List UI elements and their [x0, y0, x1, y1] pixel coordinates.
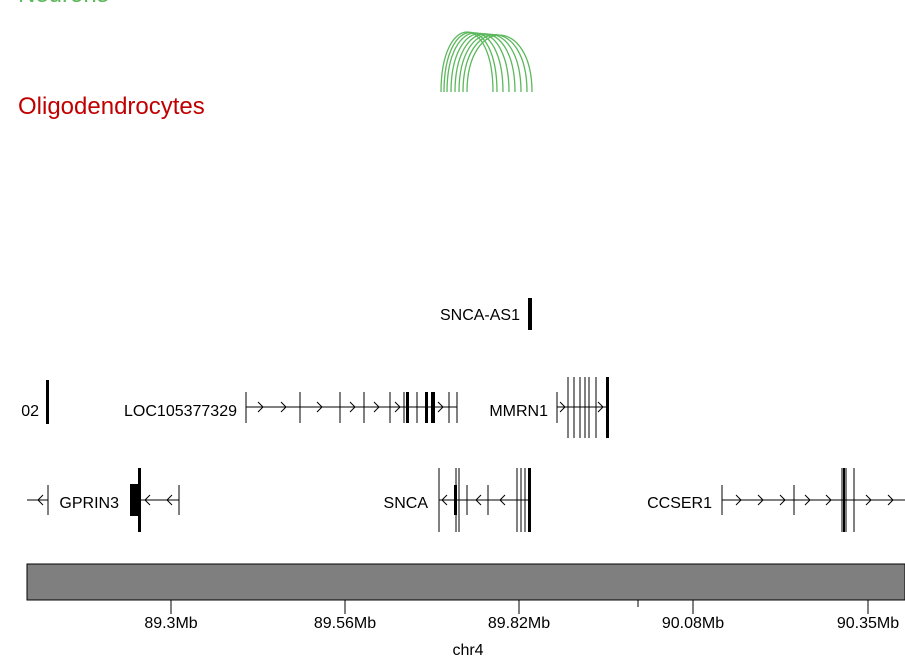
- loop-arc: [466, 34, 533, 93]
- exon-block: [843, 468, 845, 532]
- gene-model-clipped: [46, 380, 49, 424]
- gene-model-mmrn1: [556, 377, 609, 438]
- chromosome-ideogram: [26, 563, 905, 601]
- exon-block: [406, 392, 409, 423]
- loop-arc: [458, 33, 522, 93]
- neuron-loop-arcs: [440, 31, 533, 93]
- gene-model-gprin3: [131, 485, 180, 515]
- oligodendrocytes-track-label: Oligodendrocytes: [18, 93, 205, 120]
- gene-model-loc105377329: [245, 392, 458, 423]
- gene-model-left-clipped: [27, 485, 49, 515]
- gene-label-snca: SNCA: [384, 495, 429, 512]
- axis-tick-label: 90.35Mb: [837, 615, 899, 632]
- exon-block: [425, 392, 428, 423]
- exon-block: [454, 485, 457, 515]
- axis-tick-label: 90.08Mb: [662, 615, 724, 632]
- neurons-track-label: Neurons: [18, 0, 109, 8]
- gene-model-snca: [438, 468, 530, 532]
- gene-label-mmrn1: MMRN1: [489, 403, 548, 420]
- exon-block: [138, 468, 141, 532]
- axis-tick-label: 89.3Mb: [144, 615, 197, 632]
- gene-model-snca-as1: [528, 298, 532, 330]
- chromosome-label: chr4: [452, 642, 483, 659]
- loop-arc: [443, 32, 498, 93]
- exon-block: [606, 377, 609, 438]
- axis-ticks: [170, 600, 869, 614]
- gene-label-loc105377329: LOC105377329: [124, 403, 237, 420]
- gene-label-gprin3: GPRIN3: [59, 495, 119, 512]
- loop-arc: [450, 32, 510, 93]
- gene-model-ccser1: [721, 468, 905, 532]
- exon-block: [431, 392, 435, 423]
- axis-tick-label: 89.56Mb: [314, 615, 376, 632]
- gene-label-ccser1: CCSER1: [647, 495, 712, 512]
- loop-arc: [446, 32, 504, 93]
- loop-arc: [454, 33, 516, 93]
- gene-label-clipped: 02: [21, 403, 39, 420]
- gene-label-snca-as1: SNCA-AS1: [440, 307, 520, 324]
- axis-tick-label: 89.82Mb: [488, 615, 550, 632]
- exon-block: [528, 468, 531, 532]
- exon-block: [130, 484, 139, 516]
